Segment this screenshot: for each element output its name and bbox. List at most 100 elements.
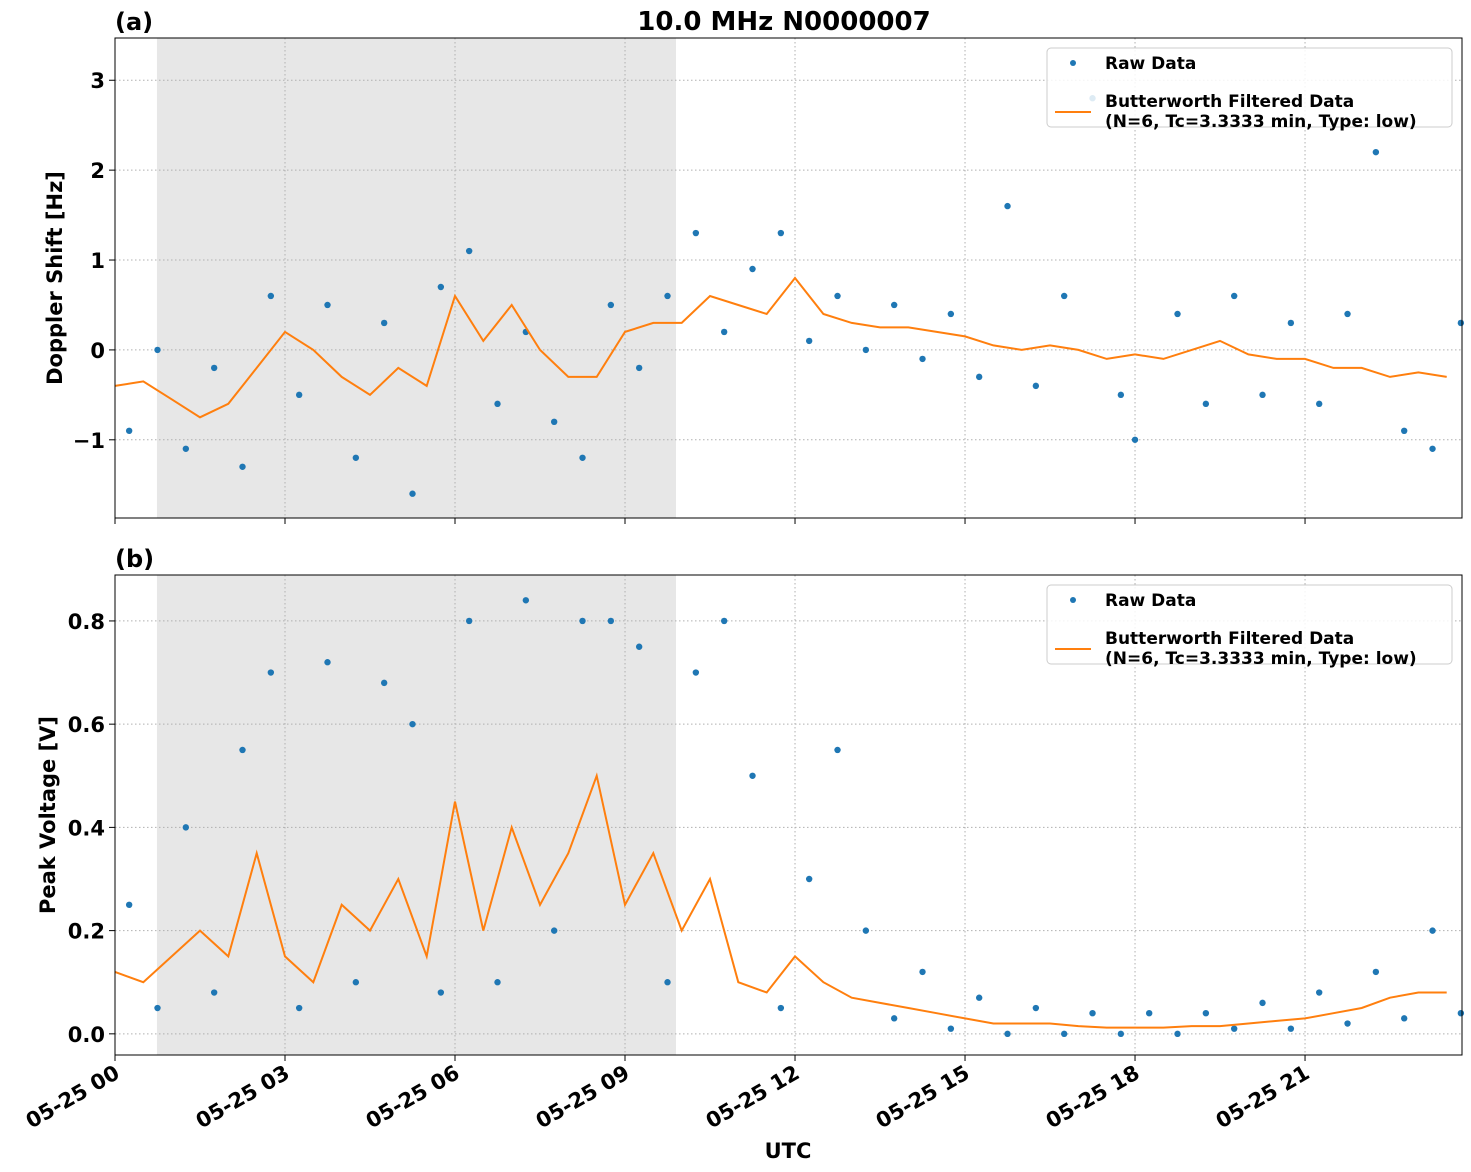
raw-point	[720, 617, 728, 625]
raw-point	[465, 247, 473, 255]
raw-point	[607, 617, 615, 625]
raw-point	[1287, 319, 1295, 327]
raw-point	[919, 355, 926, 363]
raw-point	[1400, 427, 1408, 435]
raw-point	[890, 301, 898, 309]
raw-point	[975, 994, 983, 1001]
x-tick-label: 05-25 21	[1212, 1061, 1314, 1134]
legend-box	[1046, 47, 1453, 128]
y-tick-label: 0.0	[68, 1023, 105, 1047]
legend-marker	[1070, 60, 1076, 66]
shaded-span	[156, 575, 677, 1055]
raw-point	[607, 301, 615, 309]
raw-point	[635, 364, 643, 372]
raw-point	[1032, 382, 1040, 390]
raw-point	[579, 454, 586, 461]
raw-point	[550, 927, 558, 934]
raw-point	[1457, 1009, 1465, 1017]
raw-point	[409, 720, 416, 728]
raw-point	[1372, 968, 1380, 976]
raw-point	[352, 454, 360, 461]
legend-label: Butterworth Filtered Data (N=6, Tc=3.3333…	[1105, 92, 1417, 132]
raw-point	[1429, 927, 1436, 934]
axes-frame	[114, 37, 1463, 519]
raw-point	[239, 463, 246, 470]
raw-point	[1060, 1030, 1068, 1038]
y-tick-label: 1	[90, 249, 105, 273]
raw-point	[182, 445, 190, 452]
y-tick-label: 2	[90, 159, 105, 183]
legend-label: Butterworth Filtered Data (N=6, Tc=3.3333…	[1105, 629, 1417, 669]
raw-point	[380, 319, 388, 327]
raw-point	[919, 968, 926, 976]
raw-point	[1145, 1009, 1153, 1017]
raw-point	[1202, 1009, 1210, 1017]
raw-point	[862, 346, 870, 354]
raw-point	[295, 391, 303, 399]
x-tick-label: 05-25 12	[702, 1061, 804, 1134]
raw-point	[1230, 1025, 1238, 1032]
raw-point	[154, 1004, 161, 1012]
raw-point	[692, 669, 700, 676]
raw-point	[947, 1025, 955, 1032]
raw-point	[720, 328, 728, 336]
shaded-span	[156, 38, 677, 518]
filtered-line	[114, 276, 1447, 419]
raw-point	[522, 597, 530, 604]
x-tick-label: 05-25 18	[1042, 1061, 1144, 1134]
raw-point	[1131, 436, 1139, 443]
raw-point	[125, 427, 133, 435]
chart-title: 10.0 MHz N0000007	[637, 7, 930, 37]
raw-point	[664, 979, 671, 986]
raw-point	[664, 292, 671, 300]
raw-point	[805, 875, 813, 883]
raw-point	[862, 927, 870, 934]
raw-point	[380, 679, 388, 687]
raw-point	[1032, 1004, 1040, 1012]
panel-label: (a)	[115, 8, 153, 36]
raw-point	[494, 979, 501, 986]
axes-frame	[114, 574, 1463, 1056]
raw-point	[805, 337, 813, 345]
raw-point	[749, 265, 756, 273]
x-tick-label: 05-25 09	[532, 1061, 634, 1134]
y-tick-label: 0	[90, 339, 105, 363]
raw-point	[267, 292, 275, 300]
y-tick-label: 3	[90, 69, 105, 93]
raw-point	[1287, 1025, 1295, 1032]
raw-point	[975, 373, 983, 381]
raw-point	[182, 824, 190, 831]
y-tick-label: 0.2	[68, 920, 105, 944]
raw-point	[1060, 292, 1068, 300]
raw-point	[1372, 148, 1380, 156]
raw-point	[1004, 202, 1011, 210]
raw-point	[692, 229, 700, 237]
raw-point	[409, 490, 416, 497]
raw-point	[465, 617, 473, 625]
raw-point	[210, 989, 218, 996]
raw-point	[437, 283, 445, 291]
raw-point	[1457, 319, 1465, 327]
raw-point	[550, 418, 558, 426]
raw-point	[1259, 999, 1266, 1007]
x-tick-label: 05-25 03	[192, 1061, 294, 1134]
y-axis-label: Peak Voltage [V]	[36, 716, 60, 914]
y-tick-label: −1	[73, 429, 105, 453]
raw-point	[494, 400, 501, 408]
y-tick-label: 0.8	[68, 610, 105, 634]
raw-point	[1202, 400, 1210, 408]
raw-point	[1117, 1030, 1125, 1038]
raw-point	[777, 1004, 785, 1012]
raw-point	[1315, 400, 1323, 408]
raw-point	[437, 989, 445, 996]
raw-point	[352, 979, 360, 986]
raw-point	[1174, 310, 1181, 318]
legend-box	[1046, 584, 1453, 665]
raw-point	[1344, 310, 1351, 318]
raw-point	[154, 346, 161, 354]
raw-point	[1004, 1030, 1011, 1038]
raw-point	[777, 229, 785, 237]
raw-point	[1259, 391, 1266, 399]
raw-point	[635, 643, 643, 650]
